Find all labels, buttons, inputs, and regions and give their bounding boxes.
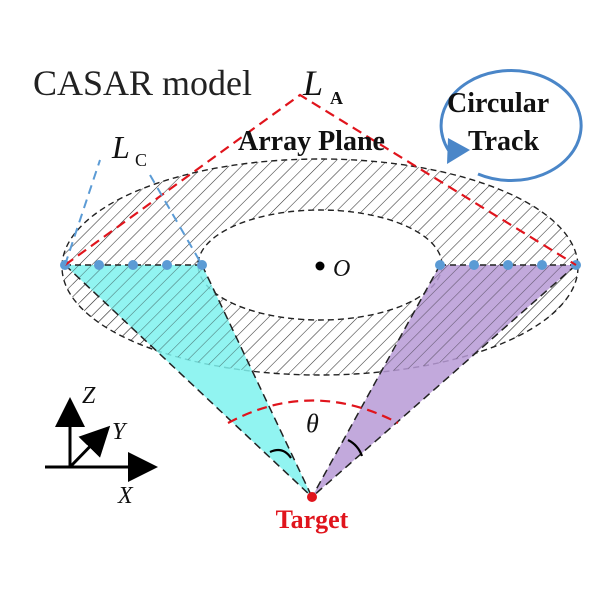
lc-subscript: C <box>135 150 147 170</box>
lc-label: L <box>111 129 130 165</box>
origin-dot <box>315 261 325 271</box>
xyz-axes-icon <box>45 397 158 482</box>
axis-y-label: Y <box>112 419 128 445</box>
la-triangle <box>64 93 577 266</box>
la-subscript: A <box>330 88 343 108</box>
circular-arrow-icon <box>439 69 583 183</box>
axis-z-label: Z <box>82 383 96 409</box>
hatch-overlay <box>65 265 576 375</box>
lc-triangle-right <box>149 174 203 266</box>
origin-label: O <box>333 256 350 282</box>
la-label: L <box>302 63 323 103</box>
axis-x-label: X <box>117 483 134 509</box>
track-label: Track <box>468 126 539 157</box>
right-angle-arc <box>347 439 364 457</box>
target-label: Target <box>276 505 349 534</box>
theta-label: θ <box>306 409 319 438</box>
cone-lines <box>64 264 577 498</box>
diagram-title: CASAR model <box>33 63 252 103</box>
array-plane-label: Array Plane <box>238 126 385 157</box>
target-dot <box>307 492 317 502</box>
lc-triangle <box>64 159 101 266</box>
theta-arc <box>227 399 399 424</box>
circular-label: Circular <box>447 88 549 119</box>
left-angle-arc <box>269 448 292 459</box>
